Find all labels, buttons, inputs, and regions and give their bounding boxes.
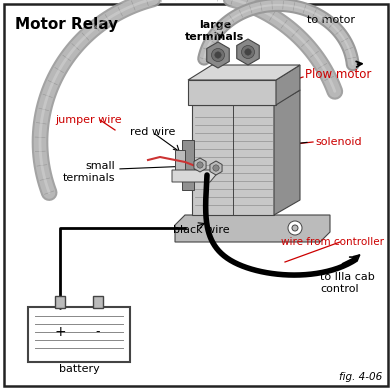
Circle shape [241, 46, 254, 58]
Bar [175, 150, 185, 180]
Polygon shape [188, 65, 300, 80]
Text: +: + [54, 325, 66, 339]
Polygon shape [207, 42, 229, 68]
Polygon shape [192, 90, 300, 105]
Text: jumper wire: jumper wire [55, 115, 122, 125]
Text: -: - [96, 326, 100, 339]
Text: to IIIa cab
control: to IIIa cab control [320, 272, 375, 294]
Circle shape [197, 162, 203, 168]
Bar [188, 80, 276, 105]
Polygon shape [237, 39, 259, 65]
Bar [28, 307, 130, 362]
Text: black wire: black wire [173, 225, 230, 235]
Polygon shape [172, 170, 220, 182]
Circle shape [292, 225, 298, 231]
Text: battery: battery [59, 364, 100, 374]
Polygon shape [276, 65, 300, 105]
Text: large
terminals: large terminals [185, 20, 245, 42]
Text: Plow motor: Plow motor [305, 69, 371, 82]
Text: red wire: red wire [130, 127, 175, 137]
Bar [182, 140, 194, 190]
Bar [55, 296, 65, 308]
Text: to motor: to motor [307, 15, 355, 25]
Text: small
terminals: small terminals [62, 161, 115, 183]
Bar [192, 105, 274, 215]
Bar [93, 296, 103, 308]
Text: Motor Relay: Motor Relay [15, 17, 118, 32]
Text: fig. 4-06: fig. 4-06 [339, 372, 382, 382]
Polygon shape [175, 215, 330, 242]
Text: solenoid: solenoid [315, 137, 362, 147]
Circle shape [288, 221, 302, 235]
Circle shape [212, 48, 225, 62]
Polygon shape [194, 158, 206, 172]
Text: wire from controller: wire from controller [281, 237, 384, 247]
Polygon shape [210, 161, 222, 175]
Circle shape [245, 49, 251, 55]
Circle shape [215, 52, 221, 58]
Circle shape [213, 165, 219, 171]
Polygon shape [274, 90, 300, 215]
